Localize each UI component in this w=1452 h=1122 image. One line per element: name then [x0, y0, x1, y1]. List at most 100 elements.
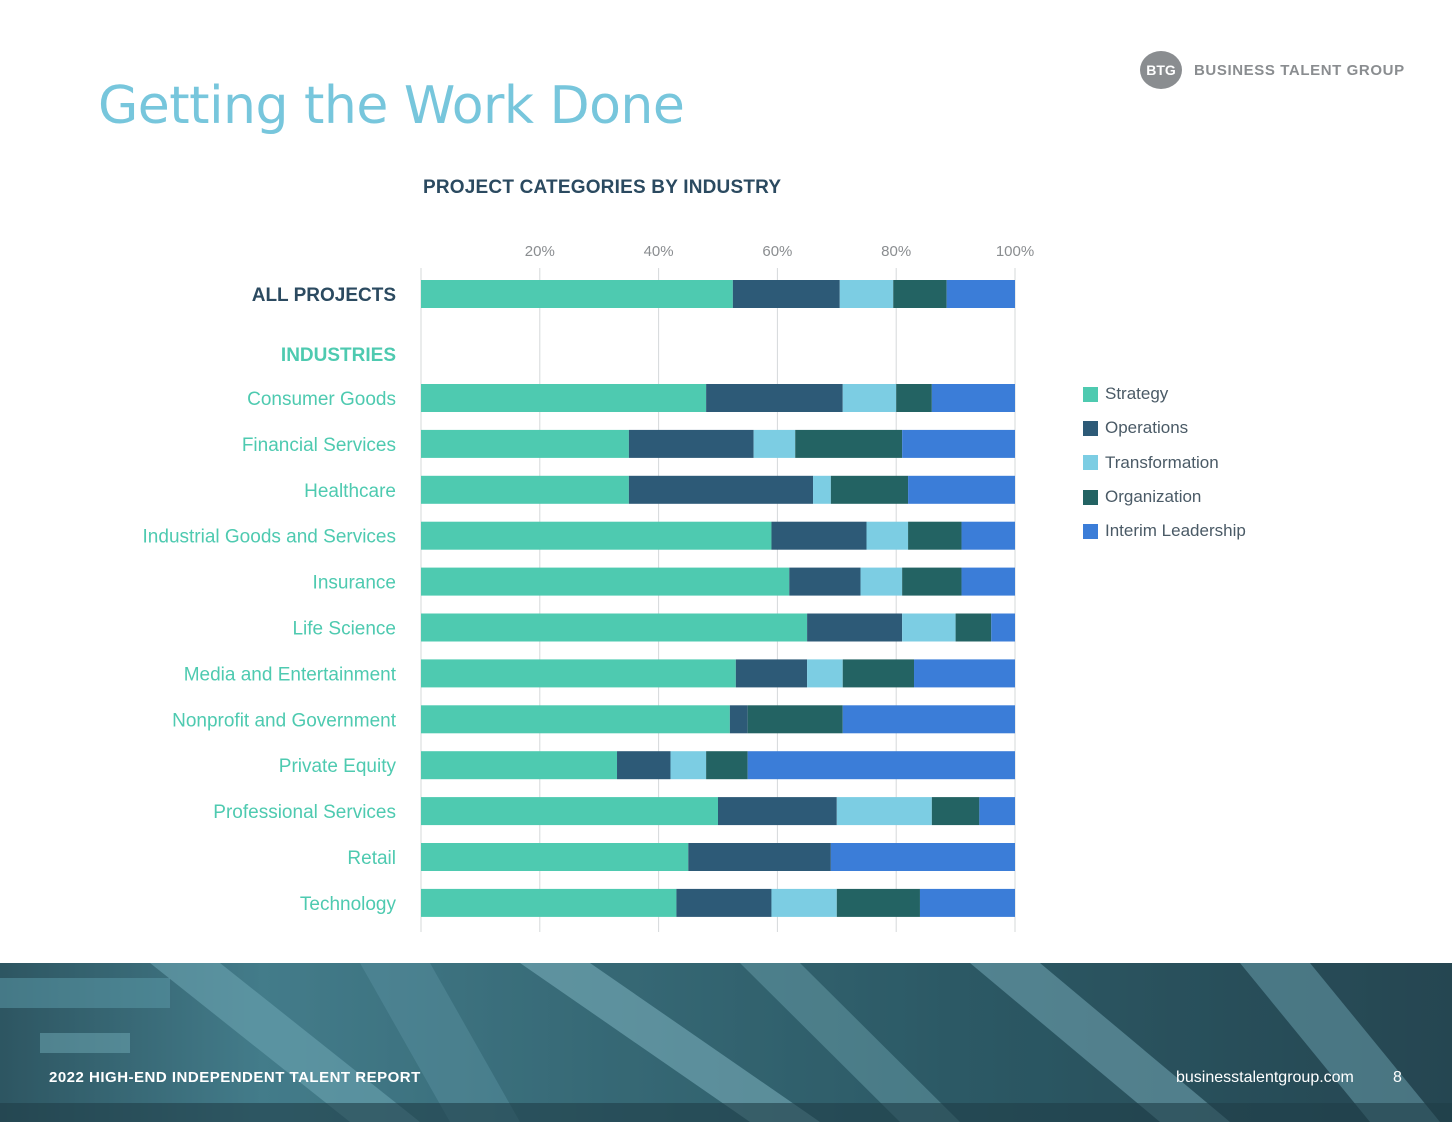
category-bar-organization — [902, 567, 962, 596]
category-bar-operations — [628, 429, 754, 458]
page-title: Getting the Work Done — [98, 76, 685, 136]
category-bar-strategy — [421, 659, 736, 688]
category-bar-transformation — [836, 797, 932, 826]
category-bar-interim-leadership — [914, 659, 1015, 688]
report-title: 2022 HIGH-END INDEPENDENT TALENT REPORT — [49, 1069, 421, 1086]
category-bar-transformation — [860, 567, 903, 596]
category-bar-transformation — [902, 613, 956, 642]
legend-swatch — [1083, 455, 1098, 471]
category-label: Healthcare — [304, 481, 396, 502]
website-link[interactable]: businesstalentgroup.com — [1176, 1069, 1354, 1086]
summary-bar-interim-leadership — [946, 280, 1015, 308]
legend-item: Transformation — [1083, 446, 1246, 480]
legend-label: Strategy — [1105, 384, 1169, 404]
category-bar-strategy — [421, 567, 790, 596]
summary-bar-operations — [732, 280, 840, 308]
legend-label: Transformation — [1105, 452, 1219, 472]
x-tick-label: 80% — [881, 243, 911, 260]
category-bar-organization — [830, 475, 909, 504]
category-bar-strategy — [421, 429, 629, 458]
x-tick-label: 100% — [996, 243, 1034, 260]
category-bar-operations — [718, 797, 837, 826]
legend-swatch — [1083, 489, 1098, 505]
category-bar-strategy — [421, 797, 718, 826]
category-bar-organization — [931, 797, 980, 826]
category-bar-strategy — [421, 384, 707, 412]
category-label: Industrial Goods and Services — [143, 527, 396, 548]
category-label: Financial Services — [242, 435, 396, 456]
category-bar-operations — [617, 751, 671, 780]
category-bar-organization — [908, 521, 962, 550]
legend-label: Operations — [1105, 418, 1189, 438]
legend-label: Organization — [1105, 487, 1202, 507]
category-bar-interim-leadership — [908, 475, 1015, 504]
legend-swatch — [1083, 523, 1098, 539]
category-bar-strategy — [421, 843, 689, 871]
category-bar-transformation — [807, 659, 843, 688]
category-label: Technology — [300, 894, 397, 915]
category-bar-organization — [842, 659, 915, 688]
category-bar-organization — [955, 613, 992, 642]
category-bar-interim-leadership — [961, 567, 1015, 596]
category-bar-interim-leadership — [842, 705, 1015, 734]
category-bar-organization — [747, 705, 843, 734]
category-bar-strategy — [421, 888, 677, 917]
category-bar-strategy — [421, 705, 730, 734]
category-bar-interim-leadership — [902, 429, 1015, 458]
category-bar-interim-leadership — [991, 613, 1015, 642]
legend-item: Interim Leadership — [1083, 514, 1246, 548]
summary-bar-strategy — [421, 280, 733, 308]
category-bar-interim-leadership — [931, 384, 1015, 412]
category-bar-strategy — [421, 475, 629, 504]
category-bar-strategy — [421, 751, 618, 780]
category-label: Consumer Goods — [247, 389, 396, 410]
logo-name: BUSINESS TALENT GROUP — [1194, 61, 1405, 79]
legend-item: Operations — [1083, 411, 1246, 445]
chart-title: PROJECT CATEGORIES BY INDUSTRY — [423, 177, 782, 198]
category-bar-transformation — [813, 475, 831, 504]
category-bar-operations — [771, 521, 867, 550]
category-bar-interim-leadership — [961, 521, 1015, 550]
category-bar-operations — [807, 613, 903, 642]
category-bar-organization — [795, 429, 903, 458]
footer: 2022 HIGH-END INDEPENDENT TALENT REPORT … — [0, 963, 1452, 1122]
category-bar-transformation — [842, 384, 897, 412]
category-bar-operations — [789, 567, 861, 596]
category-bar-interim-leadership — [747, 751, 1015, 780]
legend-item: Strategy — [1083, 377, 1246, 411]
x-tick-label: 60% — [762, 243, 792, 260]
stacked-bar-chart: 20% 40% 60% 80% 100% ALL PROJECTS INDUSTRIES Co… — [143, 243, 1034, 932]
summary-bar-organization — [893, 280, 947, 308]
category-bar-transformation — [670, 751, 707, 780]
category-label: Life Science — [292, 619, 396, 640]
page-number: 8 — [1393, 1069, 1402, 1086]
category-label: Professional Services — [213, 802, 396, 823]
legend-swatch — [1083, 386, 1098, 402]
category-bar-operations — [729, 705, 748, 734]
category-label: Nonprofit and Government — [172, 710, 397, 731]
category-bar-strategy — [421, 613, 808, 642]
category-bar-interim-leadership — [919, 888, 1015, 917]
summary-bar-transformation — [839, 280, 894, 308]
category-bar-transformation — [753, 429, 796, 458]
company-logo: BTG BUSINESS TALENT GROUP — [1140, 51, 1405, 89]
category-bar-organization — [706, 751, 748, 780]
category-bar-operations — [706, 384, 843, 412]
chart-legend: Strategy Operations Transformation Organiza… — [1083, 377, 1246, 548]
legend-swatch — [1083, 420, 1098, 436]
category-label: Private Equity — [279, 756, 397, 777]
summary-label: ALL PROJECTS — [252, 285, 396, 306]
category-bar-operations — [628, 475, 814, 504]
category-bar-organization — [836, 888, 920, 917]
legend-item: Organization — [1083, 480, 1246, 514]
category-bar-interim-leadership — [830, 843, 1015, 871]
category-bar-operations — [688, 843, 831, 871]
category-bar-organization — [896, 384, 932, 412]
logo-mark: BTG — [1140, 51, 1182, 89]
bridge-photo — [0, 963, 1452, 1122]
legend-label: Interim Leadership — [1105, 521, 1246, 541]
section-label: INDUSTRIES — [281, 345, 396, 366]
category-label: Media and Entertainment — [184, 664, 397, 685]
category-bar-operations — [676, 888, 772, 917]
x-tick-label: 40% — [644, 243, 674, 260]
